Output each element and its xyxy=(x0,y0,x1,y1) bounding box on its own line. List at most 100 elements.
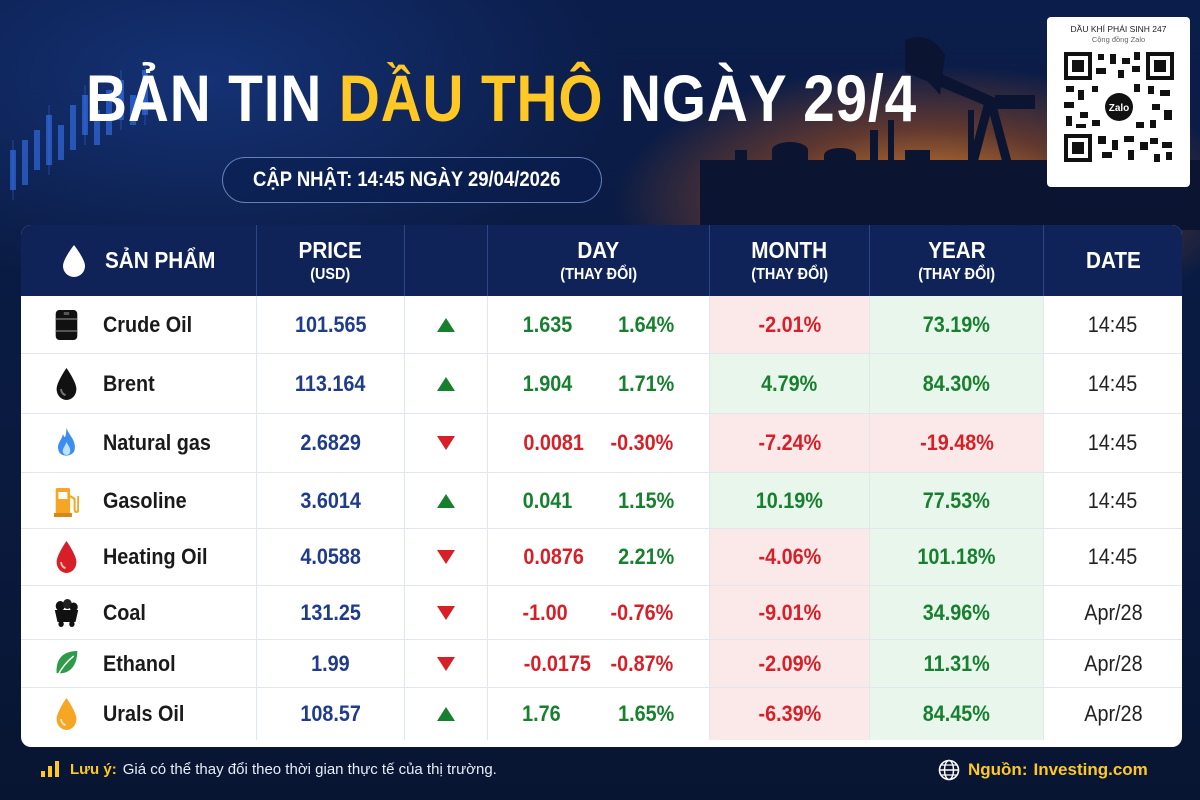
update-text: CẬP NHẬT: 14:45 NGÀY 29/04/2026 xyxy=(253,168,561,191)
table-row: Coal 131.25 -1.00 -0.76% -9.01% 34.96% Apr/28 xyxy=(21,586,1182,640)
cell-month: -9.01% xyxy=(710,586,870,639)
col-header-day: DAY (THAY ĐỔI) xyxy=(488,225,710,296)
arrow-up-icon xyxy=(405,688,488,740)
title-part1: BẢN TIN xyxy=(86,61,323,135)
cell-day: 0.0081 -0.30% xyxy=(488,414,710,472)
day-percent: 1.64% xyxy=(617,311,674,337)
cell-year: 73.19% xyxy=(870,296,1044,353)
footer-note: Lưu ý: Giá có thể thay đổi theo thời gia… xyxy=(40,760,497,778)
cell-date: 14:45 xyxy=(1088,544,1138,569)
table-row: Urals Oil 108.57 1.76 1.65% -6.39% 84.45% Apr/… xyxy=(21,688,1182,740)
cell-product: Coal xyxy=(21,586,257,639)
cell-month: -2.09% xyxy=(710,640,870,687)
orange-drop-icon xyxy=(53,697,80,731)
cell-date: 14:45 xyxy=(1088,430,1138,455)
cell-product: Brent xyxy=(21,354,257,413)
day-percent: -0.30% xyxy=(610,430,674,455)
globe-icon xyxy=(938,759,960,781)
cell-price: 101.565 xyxy=(257,296,405,353)
arrow-down-icon xyxy=(405,529,488,585)
cell-month: -2.01% xyxy=(710,296,870,353)
cell-date: Apr/28 xyxy=(1083,650,1143,676)
oil-barrel-icon xyxy=(53,308,80,342)
cell-year: 11.31% xyxy=(870,640,1044,687)
arrow-up-icon xyxy=(405,354,488,413)
day-change: 1.635 xyxy=(522,311,573,337)
arrow-up-icon xyxy=(405,473,488,528)
cell-day: 0.041 1.15% xyxy=(488,473,710,528)
cell-price: 2.6829 xyxy=(257,414,405,472)
cell-year: 84.45% xyxy=(870,688,1044,740)
qr-title: DẦU KHÍ PHÁI SINH 247 xyxy=(1070,24,1167,34)
update-timestamp-pill: CẬP NHẬT: 14:45 NGÀY 29/04/2026 xyxy=(222,157,602,203)
candlestick-decoration xyxy=(10,60,148,200)
day-change: 0.0876 xyxy=(523,544,584,569)
cell-price: 108.57 xyxy=(257,688,405,740)
table-row: Ethanol 1.99 -0.0175 -0.87% -2.09% 11.31% Apr/… xyxy=(21,640,1182,688)
cell-day: 0.0876 2.21% xyxy=(488,529,710,585)
source-label: Nguồn: xyxy=(968,760,1028,779)
day-percent: -0.87% xyxy=(610,650,674,676)
product-name: Crude Oil xyxy=(103,311,193,337)
zalo-qr-card[interactable]: DẦU KHÍ PHÁI SINH 247 Cộng đồng Zalo Zal… xyxy=(1047,17,1190,187)
footer-source: Nguồn: Investing.com xyxy=(938,759,1148,781)
bar-chart-icon xyxy=(41,761,59,777)
cell-price: 131.25 xyxy=(257,586,405,639)
product-name: Brent xyxy=(103,370,155,396)
cell-month: -4.06% xyxy=(710,529,870,585)
day-change: -1.00 xyxy=(522,599,568,625)
cell-price: 4.0588 xyxy=(257,529,405,585)
arrow-down-icon xyxy=(405,586,488,639)
col-header-year: YEAR (THAY ĐỔI) xyxy=(870,225,1044,296)
price-table: SẢN PHẨM PRICE (USD) DAY (THAY ĐỔI) MONT… xyxy=(21,225,1182,747)
product-name: Coal xyxy=(103,599,146,625)
cell-price: 3.6014 xyxy=(257,473,405,528)
day-percent: 1.71% xyxy=(617,370,674,396)
source-link[interactable]: Investing.com xyxy=(1033,760,1148,779)
cell-day: 1.76 1.65% xyxy=(488,688,710,740)
oil-drop-icon xyxy=(53,367,80,401)
product-name: Gasoline xyxy=(103,487,187,513)
table-row: Gasoline 3.6014 0.041 1.15% 10.19% 77.53% 14:4… xyxy=(21,473,1182,529)
cell-year: 77.53% xyxy=(870,473,1044,528)
red-drop-icon xyxy=(53,540,80,574)
table-row: Crude Oil 101.565 1.635 1.64% -2.01% 73.19% 14… xyxy=(21,296,1182,354)
cell-day: 1.904 1.71% xyxy=(488,354,710,413)
cell-month: -6.39% xyxy=(710,688,870,740)
day-change: 0.0081 xyxy=(523,430,584,455)
note-text: Giá có thể thay đổi theo thời gian thực … xyxy=(122,760,497,778)
cell-date: Apr/28 xyxy=(1083,701,1143,726)
product-name: Natural gas xyxy=(103,430,211,455)
coal-cart-icon xyxy=(53,596,80,630)
cell-product: Urals Oil xyxy=(21,688,257,740)
day-percent: 2.21% xyxy=(617,544,674,569)
cell-day: 1.635 1.64% xyxy=(488,296,710,353)
cell-date: 14:45 xyxy=(1088,487,1138,513)
zalo-badge: Zalo xyxy=(1108,103,1129,114)
day-change: 1.76 xyxy=(522,701,561,726)
table-row: Brent 113.164 1.904 1.71% 4.79% 84.30% 14:45 xyxy=(21,354,1182,414)
page-title: BẢN TIN DẦU THÔ NGÀY 29/4 xyxy=(86,60,917,136)
cell-date: Apr/28 xyxy=(1083,599,1143,625)
day-change: -0.0175 xyxy=(523,650,591,676)
day-change: 1.904 xyxy=(522,370,573,396)
cell-year: 84.30% xyxy=(870,354,1044,413)
col-header-price: PRICE (USD) xyxy=(257,225,405,296)
cell-product: Natural gas xyxy=(21,414,257,472)
arrow-down-icon xyxy=(405,640,488,687)
title-part2: NGÀY 29/4 xyxy=(620,61,918,135)
cell-product: Crude Oil xyxy=(21,296,257,353)
product-name: Heating Oil xyxy=(103,544,208,569)
product-name: Urals Oil xyxy=(103,701,185,726)
cell-month: -7.24% xyxy=(710,414,870,472)
qr-code-icon: Zalo xyxy=(1061,50,1176,164)
title-highlight: DẦU THÔ xyxy=(338,61,604,135)
qr-subtitle: Cộng đồng Zalo xyxy=(1091,35,1146,44)
col-header-date: DATE xyxy=(1085,247,1141,273)
cell-price: 1.99 xyxy=(257,640,405,687)
day-percent: 1.65% xyxy=(617,701,674,726)
table-body: Crude Oil 101.565 1.635 1.64% -2.01% 73.19% 14… xyxy=(21,296,1182,740)
table-header: SẢN PHẨM PRICE (USD) DAY (THAY ĐỔI) MONT… xyxy=(21,225,1182,296)
table-row: Natural gas 2.6829 0.0081 -0.30% -7.24% -19.4… xyxy=(21,414,1182,473)
cell-product: Heating Oil xyxy=(21,529,257,585)
